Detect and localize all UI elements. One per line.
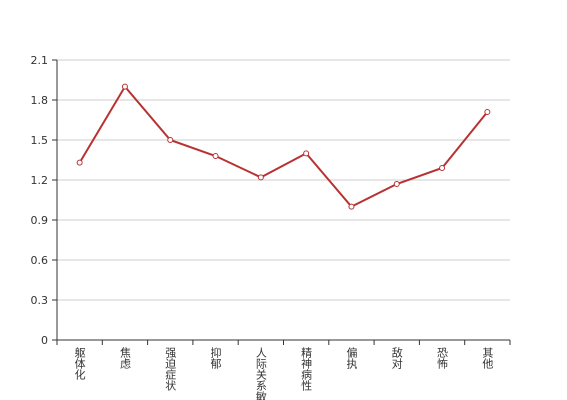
x-tick-label: 恐怖 [436,347,449,369]
y-tick-label: 1.2 [31,174,49,187]
x-tick-label: 偏执 [345,346,358,370]
point [212,153,219,159]
x-tick-label: 强迫症状 [164,347,177,391]
point [167,137,174,143]
y-tick-label: 2.1 [31,54,49,67]
y-tick-label: 1.5 [31,134,49,147]
point [484,109,491,115]
point [76,159,83,166]
line [78,84,489,208]
y-tick-label: 0 [41,334,48,347]
y-tick-label: 1.8 [31,94,49,107]
point [257,174,264,181]
x-tick-label: 焦虑 [118,347,131,369]
x-tick-label: 其他 [481,347,494,369]
point [439,165,446,171]
y-tick-label: 0.6 [31,254,49,267]
x-tick-label: 躯体化 [73,347,86,381]
point [121,83,128,90]
y-tick-label: 0.9 [31,214,49,227]
x-tick-label: 精神病性 [300,347,313,392]
point [348,203,355,210]
y-tick-label: 0.3 [31,294,49,307]
x-tick-label: 抑郁 [209,346,222,369]
x-tick-label: 敌对 [390,346,403,369]
point [303,150,310,157]
point [393,181,400,187]
x-tick-label: 人际关系敏感 [254,347,267,400]
